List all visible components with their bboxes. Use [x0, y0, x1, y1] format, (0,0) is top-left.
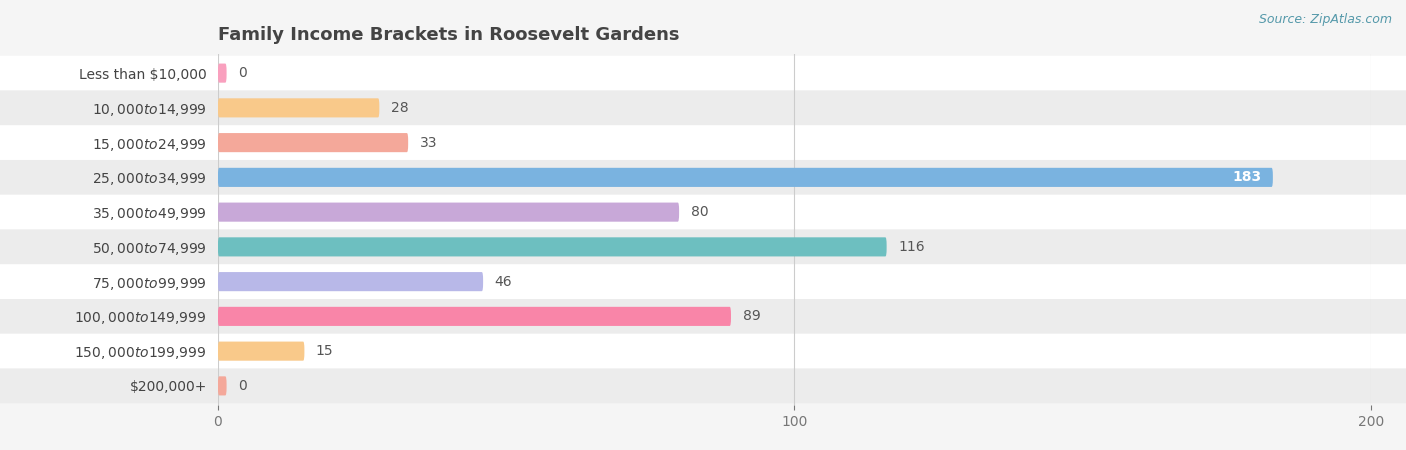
Text: 116: 116	[898, 240, 925, 254]
FancyBboxPatch shape	[0, 264, 1406, 299]
FancyBboxPatch shape	[218, 98, 380, 117]
FancyBboxPatch shape	[218, 63, 226, 83]
Text: 46: 46	[495, 274, 512, 288]
FancyBboxPatch shape	[0, 160, 1406, 195]
FancyBboxPatch shape	[218, 168, 1272, 187]
FancyBboxPatch shape	[218, 133, 408, 152]
FancyBboxPatch shape	[0, 195, 1406, 230]
Text: 80: 80	[690, 205, 709, 219]
Text: 183: 183	[1232, 171, 1261, 184]
FancyBboxPatch shape	[0, 90, 1406, 125]
Text: 15: 15	[316, 344, 333, 358]
Text: Source: ZipAtlas.com: Source: ZipAtlas.com	[1258, 14, 1392, 27]
Text: 33: 33	[420, 135, 437, 149]
FancyBboxPatch shape	[0, 230, 1406, 264]
FancyBboxPatch shape	[218, 237, 887, 256]
Text: 28: 28	[391, 101, 409, 115]
FancyBboxPatch shape	[0, 299, 1406, 334]
FancyBboxPatch shape	[218, 307, 731, 326]
FancyBboxPatch shape	[0, 334, 1406, 369]
Text: 0: 0	[238, 66, 247, 80]
FancyBboxPatch shape	[218, 342, 304, 361]
FancyBboxPatch shape	[0, 56, 1406, 90]
FancyBboxPatch shape	[218, 202, 679, 222]
Text: Family Income Brackets in Roosevelt Gardens: Family Income Brackets in Roosevelt Gard…	[218, 26, 679, 44]
FancyBboxPatch shape	[0, 369, 1406, 403]
FancyBboxPatch shape	[0, 125, 1406, 160]
FancyBboxPatch shape	[218, 376, 226, 396]
Text: 89: 89	[742, 310, 761, 324]
Text: 0: 0	[238, 379, 247, 393]
FancyBboxPatch shape	[218, 272, 484, 291]
